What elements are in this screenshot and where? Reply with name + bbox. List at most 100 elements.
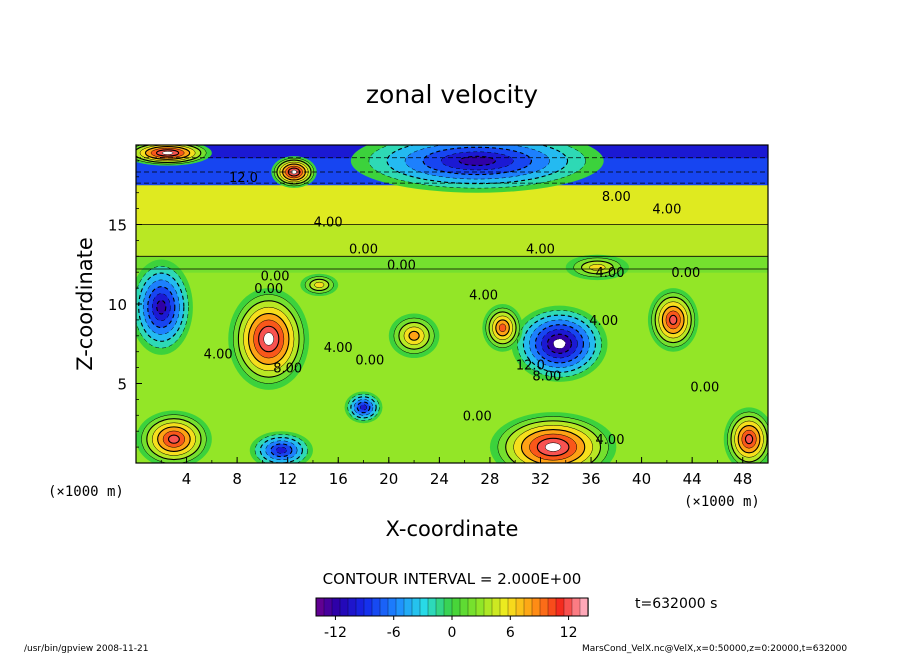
- contour-ring-3-1: [485, 307, 520, 348]
- colorbar-cell-17: [451, 597, 461, 617]
- contour-label-3: 4.00: [314, 215, 343, 230]
- contour-ring-0-4: [247, 312, 290, 365]
- contour-ring-4-4: [661, 305, 685, 335]
- contour-interval-label: CONTOUR INTERVAL = 2.000E+00: [323, 570, 582, 588]
- colorbar-cell-19: [467, 597, 477, 617]
- x-tick-label-3: 16: [329, 470, 348, 488]
- contour-ring-7-3: [734, 420, 764, 458]
- contour-ring-10-3: [403, 326, 425, 345]
- colorbar-cell-0: [315, 597, 325, 617]
- x-axis-unit-left: (×1000 m): [48, 484, 124, 500]
- contour-ring-5-6: [167, 434, 180, 444]
- contour-ring-9-4: [270, 443, 293, 458]
- contour-ring-4-3: [658, 301, 688, 339]
- colorbar-cell-28: [539, 597, 549, 617]
- contour-ring-0-2: [237, 300, 300, 378]
- contour-ring-4-6: [669, 314, 678, 325]
- contour-ring-13-2: [136, 145, 202, 164]
- contour-ring-2-1: [517, 310, 602, 378]
- contour-ring-4-5: [665, 310, 681, 330]
- y-axis-ticks: 5 10 15: [108, 144, 142, 448]
- contour-label-1: 8.00: [602, 190, 631, 205]
- contour-ring-13-5: [150, 147, 185, 158]
- colorbar-cell-29: [547, 597, 557, 617]
- contour-label-5: 0.00: [349, 242, 378, 257]
- contour-ring-0-1: [233, 294, 305, 384]
- colorbar-cell-4: [347, 597, 357, 617]
- colorbar-cell-2: [331, 597, 341, 617]
- colorbar-cell-6: [363, 597, 373, 617]
- contour-ring-14-3: [589, 264, 606, 271]
- contour-ring-2-4: [534, 324, 585, 364]
- contour-ring-13-4: [144, 146, 191, 160]
- contour-ring-0-7: [263, 332, 275, 346]
- x-tick-label-6: 28: [480, 470, 499, 488]
- contour-ring-7-6: [744, 434, 754, 445]
- contour-lines: [136, 145, 768, 463]
- contour-ring-13-1: [136, 145, 207, 165]
- contour-ring-6-7: [544, 442, 562, 452]
- footer-left: /usr/bin/gpview 2008-11-21: [24, 644, 148, 654]
- colorbar-cell-1: [323, 597, 333, 617]
- contour-ring-2-6: [546, 333, 572, 354]
- contour-label-7: 4.00: [596, 266, 625, 281]
- colorbar-cell-21: [483, 597, 493, 617]
- contour-ring-5-1: [141, 414, 207, 463]
- contour-ring-14-2: [581, 260, 614, 275]
- contour-labels: 12.08.004.004.004.000.000.004.00 0.000.00…: [204, 171, 720, 448]
- colorbar-tick-label-0: -12: [324, 625, 347, 641]
- y-axis-label: Z-coordinate: [73, 237, 97, 371]
- colorbar-cell-13: [419, 597, 429, 617]
- contour-ring-2-3: [529, 319, 590, 368]
- x-tick-label-5: 24: [430, 470, 449, 488]
- contour-ring-1-5: [152, 293, 171, 322]
- colorbar-cell-33: [579, 597, 589, 617]
- contour-ring-5-2: [146, 418, 202, 461]
- colorbar-cell-9: [387, 597, 397, 617]
- colorbar-cell-26: [523, 597, 533, 617]
- contour-ring-10-1: [393, 317, 435, 354]
- contour-label-12: 4.00: [589, 314, 618, 329]
- colorbar-tick-label-3: 6: [506, 625, 515, 641]
- contour-ring-0-5: [253, 319, 285, 359]
- colorbar-cell-32: [571, 597, 581, 617]
- contour-ring-12-5: [285, 165, 303, 179]
- contour-ring-11-1: [368, 145, 586, 189]
- colorbar-ticks: -12 -6 0 6 12: [324, 616, 577, 641]
- chart-title: zonal velocity: [366, 80, 538, 109]
- contour-ring-6-1: [497, 416, 609, 463]
- contour-ring-10-4: [408, 330, 420, 341]
- colorbar-cell-3: [339, 597, 349, 617]
- colorbar-cell-31: [563, 597, 573, 617]
- footer-right: MarsCond_VelX.nc@VelX,x=0:50000,z=0:2000…: [582, 644, 847, 654]
- colorbar-cell-7: [371, 597, 381, 617]
- colorbar-cell-11: [403, 597, 413, 617]
- x-tick-label-1: 8: [232, 470, 242, 488]
- contour-label-17: 12.0: [516, 358, 545, 373]
- contour-label-18: 8.00: [532, 370, 561, 385]
- colorbar-cell-24: [507, 597, 517, 617]
- colorbar-cell-18: [459, 597, 469, 617]
- contour-ring-1-6: [156, 299, 167, 315]
- contour-ring-0-6: [258, 325, 280, 353]
- contour-label-9: 0.00: [261, 269, 290, 284]
- contour-ring-14-1: [573, 257, 622, 278]
- contour-ring-6-2: [505, 420, 602, 463]
- colorbar-cell-20: [475, 597, 485, 617]
- contour-ring-1-2: [138, 272, 185, 342]
- contour-label-11: 4.00: [469, 288, 498, 303]
- colorbar: [315, 597, 589, 617]
- contour-ring-15-2: [309, 278, 330, 292]
- x-tick-label-4: 20: [379, 470, 398, 488]
- contour-ring-2-7: [553, 338, 566, 349]
- contour-ring-8-4: [356, 401, 371, 414]
- contour-ring-13-7: [161, 151, 174, 155]
- colorbar-cell-22: [491, 597, 501, 617]
- contour-ring-8-2: [350, 396, 377, 419]
- contour-ring-11-3: [404, 145, 550, 180]
- contour-ring-7-5: [741, 429, 757, 449]
- contour-ring-3-3: [492, 315, 513, 341]
- contour-label-15: 4.00: [324, 341, 353, 356]
- colorbar-cell-8: [379, 597, 389, 617]
